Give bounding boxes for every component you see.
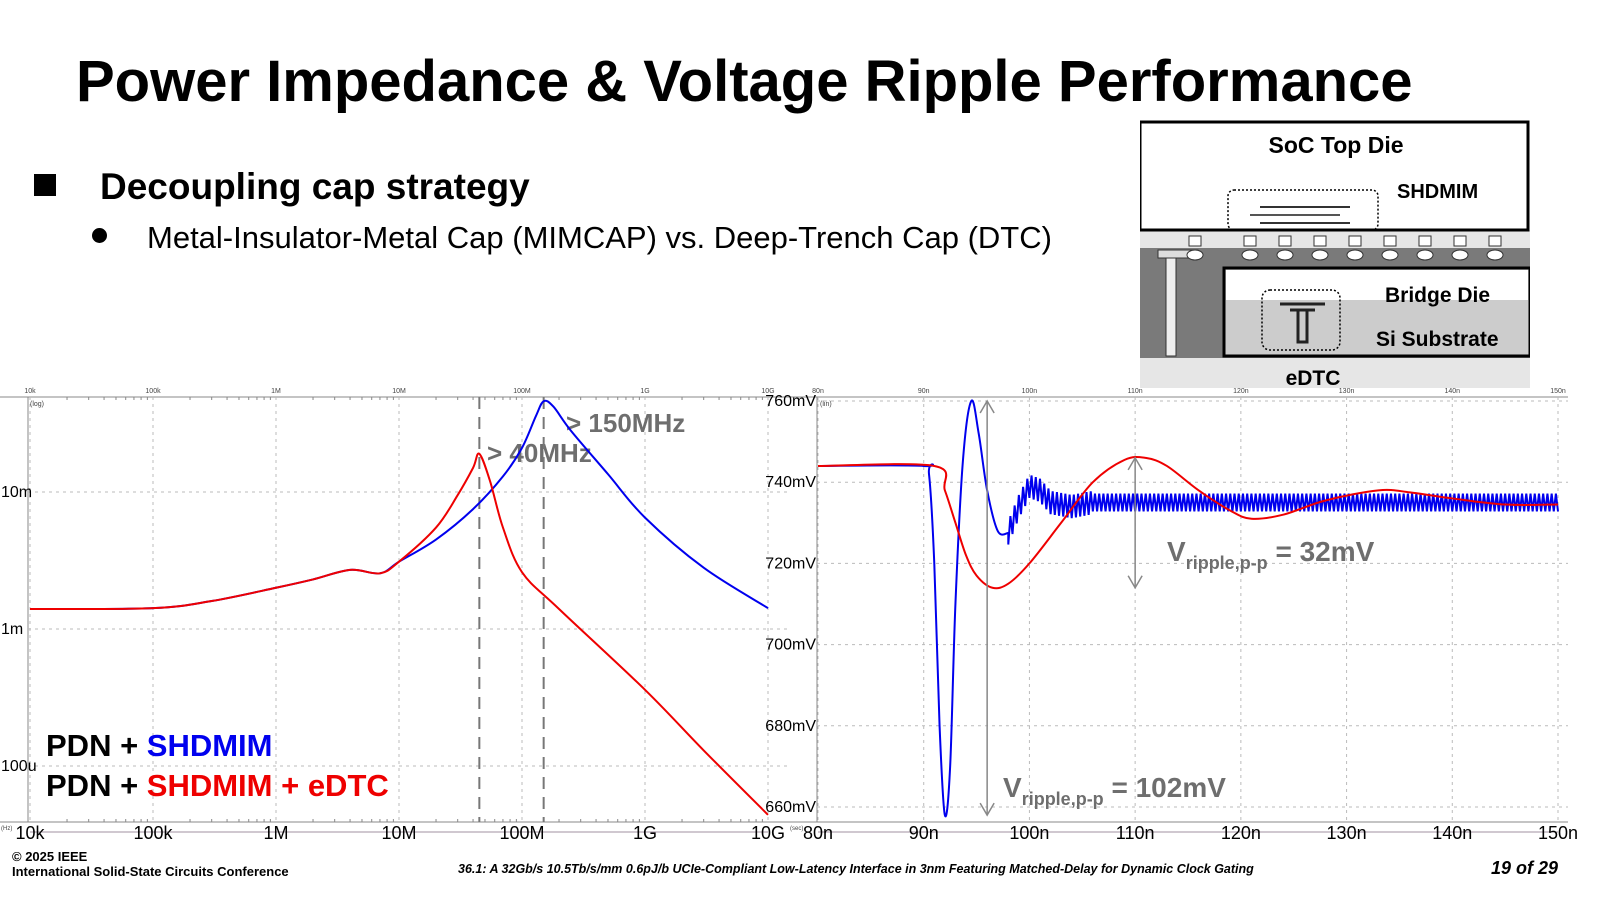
bullet-text: Metal-Insulator-Metal Cap (MIMCAP) vs. D…	[147, 220, 1052, 255]
x-tick-label-top: 80n	[812, 388, 824, 395]
square-bullet-icon	[34, 174, 56, 196]
x-unit-label: (sec)	[790, 826, 803, 832]
y-tick-label: 700mV	[765, 637, 816, 654]
x-tick-label-top: 10k	[24, 388, 36, 395]
frequency-marker-label: > 40MHz	[487, 438, 592, 468]
x-tick-label-top: 90n	[918, 388, 930, 395]
footer-copyright: © 2025 IEEE	[12, 849, 88, 864]
x-tick-label-top: 100M	[513, 388, 531, 395]
x-tick-label-top: 10G	[761, 388, 774, 395]
x-tick-label: 1M	[263, 823, 288, 843]
solder-bump-icon	[1451, 249, 1469, 261]
x-unit-label: (Hz)	[1, 826, 12, 832]
top-die-label: SoC Top Die	[1268, 132, 1403, 158]
solder-bump-icon	[1346, 249, 1364, 261]
micro-bump-icon	[1453, 235, 1467, 247]
legend-label-red: SHDMIM + eDTC	[146, 768, 389, 803]
x-tick-label-top: 100k	[145, 388, 161, 395]
micro-bump-icon	[1243, 235, 1257, 247]
x-tick-label-top: 130n	[1339, 388, 1355, 395]
frequency-marker-label: > 150MHz	[566, 408, 685, 438]
x-tick-label-top: 110n	[1128, 388, 1143, 395]
series-line-0000ee	[817, 399, 1559, 818]
x-tick-label: 140n	[1432, 823, 1472, 843]
round-bullet-icon	[92, 228, 107, 243]
x-tick-label-top: 1M	[271, 388, 281, 395]
x-tick-label-top: 150n	[1550, 388, 1566, 395]
solder-bump-icon	[1486, 249, 1504, 261]
page-number: 19 of 29	[1490, 858, 1558, 878]
x-tick-label: 10k	[15, 823, 45, 843]
micro-bump-icon	[1418, 235, 1432, 247]
solder-bump-icon	[1186, 249, 1204, 261]
x-tick-label: 100n	[1009, 823, 1049, 843]
micro-bump-icon	[1188, 235, 1202, 247]
solder-bump-icon	[1311, 249, 1329, 261]
micro-bump-icon	[1348, 235, 1362, 247]
x-tick-label: 90n	[909, 823, 939, 843]
footer-conference: International Solid-State Circuits Confe…	[12, 864, 289, 879]
footer-paper-title: 36.1: A 32Gb/s 10.5Tb/s/mm 0.6pJ/b UCIe-…	[458, 862, 1254, 876]
bullet-level2: Metal-Insulator-Metal Cap (MIMCAP) vs. D…	[92, 220, 1052, 256]
y-tick-label: 10m	[1, 484, 32, 501]
ripple-annotation: Vripple,p-p = 102mV	[1003, 772, 1226, 809]
x-tick-label: 110n	[1116, 823, 1155, 843]
arrow-down-icon	[1127, 575, 1143, 590]
x-tick-label: 150n	[1538, 823, 1578, 843]
slide-title: Power Impedance & Voltage Ripple Perform…	[76, 49, 1413, 114]
x-tick-label-top: 100n	[1022, 388, 1038, 395]
y-unit-label: (lin)	[820, 401, 832, 408]
x-tick-label-top: 140n	[1444, 388, 1460, 395]
y-tick-label: 740mV	[765, 474, 816, 491]
solder-bump-icon	[1381, 249, 1399, 261]
legend-item-shdmim-edtc: PDN + SHDMIM + eDTC	[46, 768, 389, 804]
legend-label-blue: SHDMIM	[146, 728, 273, 763]
package-cross-section-diagram: SoC Top Die SHDMIM Bridge Die Si Substra…	[1140, 120, 1530, 388]
x-tick-label: 10M	[381, 823, 416, 843]
ripple-annotation: Vripple,p-p = 32mV	[1167, 536, 1375, 573]
x-tick-label: 80n	[803, 823, 833, 843]
arrow-down-icon	[979, 802, 995, 817]
y-tick-label: 680mV	[765, 718, 816, 735]
y-tick-label: 760mV	[765, 393, 816, 410]
y-unit-label: (log)	[30, 401, 44, 408]
edtc-label: eDTC	[1286, 367, 1341, 388]
x-tick-label-top: 120n	[1233, 388, 1249, 395]
si-substrate-label: Si Substrate	[1376, 328, 1499, 351]
solder-bump-icon	[1276, 249, 1294, 261]
arrow-up-icon	[1127, 456, 1143, 471]
y-tick-label: 720mV	[765, 555, 816, 572]
x-tick-label: 130n	[1327, 823, 1367, 843]
x-tick-label-top: 10M	[392, 388, 406, 395]
series-line-ee0000	[29, 452, 769, 816]
y-tick-label: 1m	[1, 621, 23, 638]
micro-bump-icon	[1278, 235, 1292, 247]
solder-bump-icon	[1241, 249, 1259, 261]
arrow-up-icon	[979, 399, 995, 414]
legend-item-shdmim: PDN + SHDMIM	[46, 728, 273, 764]
x-tick-label: 10G	[751, 823, 785, 843]
micro-bump-icon	[1313, 235, 1327, 247]
shdmim-label: SHDMIM	[1397, 181, 1478, 203]
bullet-text: Decoupling cap strategy	[100, 166, 530, 207]
bridge-die-label: Bridge Die	[1385, 284, 1490, 307]
micro-bump-icon	[1383, 235, 1397, 247]
solder-bump-icon	[1416, 249, 1434, 261]
x-tick-label: 120n	[1221, 823, 1261, 843]
legend-prefix: PDN +	[46, 768, 147, 803]
y-tick-label: 660mV	[765, 799, 816, 816]
x-tick-label: 1G	[633, 823, 657, 843]
bullet-level1: Decoupling cap strategy	[34, 166, 530, 208]
x-tick-label: 100M	[499, 823, 544, 843]
x-tick-label: 100k	[133, 823, 173, 843]
series-line-ee0000	[817, 455, 1559, 590]
x-tick-label-top: 1G	[640, 388, 649, 395]
y-tick-label: 100u	[1, 758, 37, 775]
impedance-chart: 10k 10k 100k 100k 1M 1M 10M 10M 100M 100M 1G 1G 10G 1…	[0, 388, 790, 843]
transient-chart: 80n 80n 90n 90n 100n 100n 110n 110n 120n 120n 130n…	[765, 388, 1578, 843]
legend-prefix: PDN +	[46, 728, 147, 763]
micro-bump-icon	[1488, 235, 1502, 247]
